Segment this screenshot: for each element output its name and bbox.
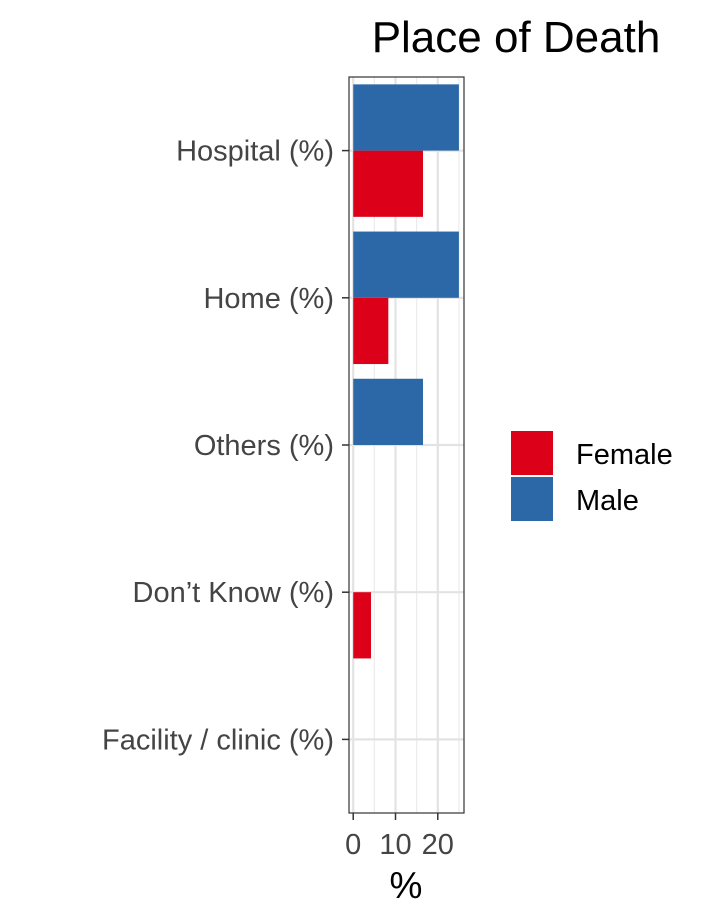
y-tick-label-4: Facility / clinic (%) <box>102 724 334 756</box>
legend: Female Male <box>511 431 673 521</box>
y-axis: Hospital (%) Home (%) Others (%) Don’t Know… <box>102 136 349 756</box>
x-axis-label: % <box>390 865 423 906</box>
bar-male-0 <box>353 84 459 151</box>
chart-title: Place of Death <box>372 13 661 62</box>
y-tick-label-0: Hospital (%) <box>176 136 334 168</box>
y-tick-label-3: Don’t Know (%) <box>133 577 334 609</box>
x-axis: 0 10 20 <box>345 813 454 861</box>
legend-swatch-female <box>511 431 553 475</box>
legend-swatch-male <box>511 477 553 521</box>
x-tick-label-2: 20 <box>422 829 454 861</box>
bar-male-2 <box>353 378 423 445</box>
x-tick-label-0: 0 <box>345 829 361 861</box>
legend-label-male: Male <box>576 485 639 517</box>
bar-female-0 <box>353 150 423 217</box>
y-tick-label-1: Home (%) <box>203 283 334 315</box>
bar-female-1 <box>353 297 389 365</box>
bars <box>353 84 459 659</box>
legend-label-female: Female <box>576 439 673 471</box>
y-tick-label-2: Others (%) <box>194 430 334 462</box>
bar-female-3 <box>353 592 371 659</box>
x-tick-label-1: 10 <box>379 829 411 861</box>
bar-male-1 <box>353 231 459 298</box>
